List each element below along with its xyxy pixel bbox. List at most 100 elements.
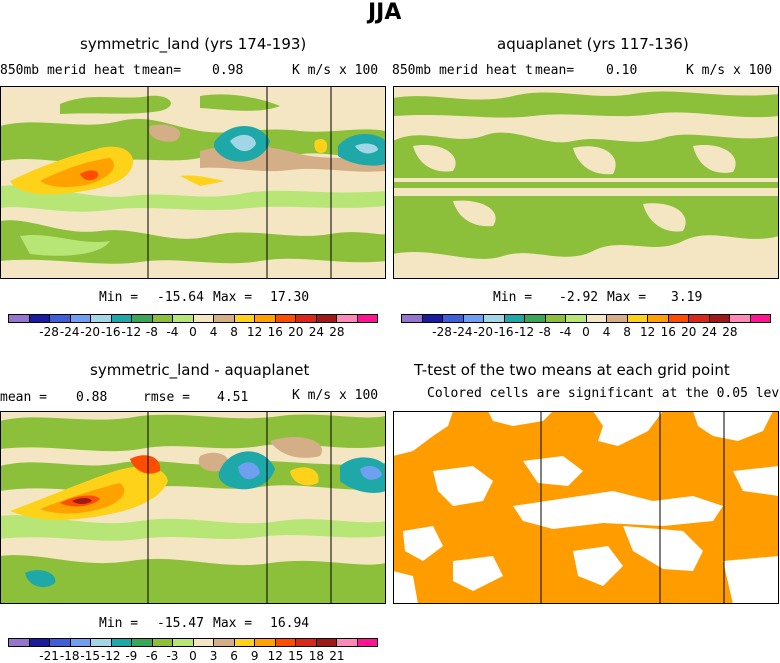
colorbar-tick-label: 20 <box>681 325 697 339</box>
panel2-frame <box>393 86 779 279</box>
panel2-gap-4 <box>453 200 496 227</box>
colorbar-swatch <box>337 315 358 322</box>
colorbar-swatch <box>484 315 505 322</box>
colorbar-swatch <box>525 315 546 322</box>
colorbar-tick-label: 12 <box>267 649 283 663</box>
colorbar-tick-label: 20 <box>288 325 304 339</box>
panel1-min-value: -15.64 <box>157 290 204 305</box>
colorbar-tick-label: 16 <box>660 325 676 339</box>
colorbar-swatch <box>402 315 423 322</box>
panel4-map <box>393 411 779 604</box>
panel4-subtitle: Colored cells are significant at the 0.0… <box>427 386 780 401</box>
panel1-units: K m/s x 100 <box>292 63 379 78</box>
colorbar-swatch <box>316 639 337 646</box>
colorbar-tick-label: -20 <box>473 325 494 339</box>
colorbar-tick-label: -24 <box>59 325 80 339</box>
colorbar-swatch <box>689 315 710 322</box>
panel3-mean-label: mean = <box>0 390 47 405</box>
colorbar-tick-label: -24 <box>452 325 473 339</box>
colorbar-swatch <box>234 315 255 322</box>
panel2-min-label: Min = <box>493 290 533 305</box>
colorbar-swatch <box>91 315 112 322</box>
panel3-colorbar <box>8 638 378 647</box>
panel1-tan-blob <box>149 124 181 142</box>
colorbar-tick-label: -20 <box>80 325 101 339</box>
panel1-mean-label: mean= <box>142 63 182 78</box>
panel2-mean-value: 0.10 <box>606 63 638 78</box>
panel3-map <box>0 411 386 604</box>
colorbar-tick-label: 16 <box>267 325 283 339</box>
colorbar-tick-label: 12 <box>640 325 656 339</box>
panel3-band-light <box>0 515 386 541</box>
panel2-gap-3 <box>693 145 736 173</box>
panel3-min-label: Min = <box>99 616 139 631</box>
colorbar-swatch <box>357 639 377 646</box>
colorbar-swatch <box>545 315 566 322</box>
panel1-cold-inner-2 <box>355 143 378 154</box>
panel3-max-label: Max = <box>213 616 253 631</box>
panel2-variable: 850mb merid heat trnspt <box>392 63 573 78</box>
colorbar-swatch <box>296 639 317 646</box>
panel1-blob-c <box>20 234 110 256</box>
colorbar-tick-label: -16 <box>100 325 121 339</box>
colorbar-swatch <box>296 315 317 322</box>
panel1-band-mid <box>0 185 386 212</box>
panel3-mean-value: 0.88 <box>76 390 108 405</box>
colorbar-tick-label: -12 <box>121 325 142 339</box>
panel4-frame <box>393 411 779 604</box>
colorbar-tick-label: 4 <box>209 325 218 339</box>
panel3-warm-dark <box>72 498 92 504</box>
colorbar-tick-label: -4 <box>559 325 572 339</box>
colorbar-tick-label: 4 <box>602 325 611 339</box>
panel4-title: T-test of the two means at each grid poi… <box>414 361 730 379</box>
panel1-max-label: Max = <box>213 290 253 305</box>
panel3-band-north <box>0 414 386 452</box>
colorbar-tick-label: 8 <box>623 325 631 339</box>
colorbar-swatch <box>422 315 443 322</box>
colorbar-swatch <box>648 315 669 322</box>
colorbar-tick-label: 28 <box>329 325 345 339</box>
colorbar-swatch <box>9 639 30 646</box>
panel3-tan-blob-2 <box>270 436 322 458</box>
panel1-max-value: 17.30 <box>270 290 310 305</box>
colorbar-swatch <box>586 315 607 322</box>
panel1-map <box>0 86 386 279</box>
panel3-warm-red-2 <box>130 455 161 474</box>
colorbar-swatch <box>275 315 296 322</box>
colorbar-tick-label: -8 <box>538 325 551 339</box>
colorbar-swatch <box>193 315 214 322</box>
panel3-min-value: -15.47 <box>157 616 204 631</box>
colorbar-tick-label: -8 <box>145 325 158 339</box>
colorbar-swatch <box>607 315 628 322</box>
colorbar-tick-label: 6 <box>230 649 238 663</box>
colorbar-swatch <box>70 639 91 646</box>
colorbar-swatch <box>316 315 337 322</box>
colorbar-swatch <box>463 315 484 322</box>
colorbar-swatch <box>357 315 377 322</box>
panel1-variable: 850mb merid heat trnspt <box>0 63 181 78</box>
colorbar-tick-label: -28 <box>432 325 452 339</box>
panel3-warm-yellow-2 <box>290 467 319 486</box>
colorbar-tick-label: -12 <box>100 649 121 663</box>
colorbar-swatch <box>111 639 132 646</box>
colorbar-tick-label: 0 <box>189 325 197 339</box>
colorbar-swatch <box>234 639 255 646</box>
colorbar-swatch <box>50 639 71 646</box>
panel3-units: K m/s x 100 <box>292 388 379 403</box>
colorbar-tick-label: 9 <box>250 649 259 663</box>
panel1-warm-orange <box>40 158 114 188</box>
panel3-colorbar-ticks: -21 -18 -15 -12 -9 -6 -3 0 3 6 9 12 15 18 21 <box>8 649 378 663</box>
colorbar-swatch <box>132 315 153 322</box>
colorbar-swatch <box>50 315 71 322</box>
colorbar-tick-label: 0 <box>582 325 590 339</box>
panel2-max-value: 3.19 <box>671 290 703 305</box>
colorbar-swatch <box>730 315 751 322</box>
panel2-gap-1 <box>413 145 456 172</box>
colorbar-swatch <box>214 639 235 646</box>
colorbar-swatch <box>111 315 132 322</box>
panel1-colorbar <box>8 314 378 323</box>
colorbar-tick-label: -12 <box>514 325 535 339</box>
panel3-rmse-value: 4.51 <box>217 390 249 405</box>
colorbar-swatch <box>193 639 214 646</box>
colorbar-tick-label: 24 <box>701 325 717 339</box>
